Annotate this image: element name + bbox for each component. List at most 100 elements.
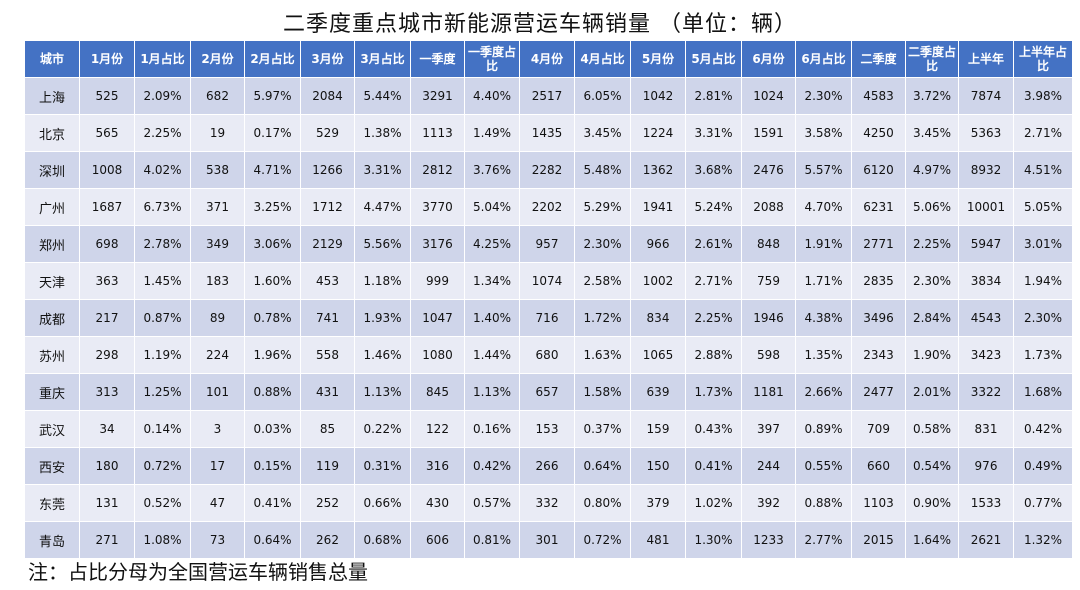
table-cell: 0.31% [354, 447, 411, 485]
table-cell: 1224 [630, 114, 686, 152]
table-cell: 1.19% [134, 336, 191, 374]
table-row: 青岛 271 1.08% 73 0.64% 262 0.68% 606 0.81% 301 0.72… [24, 521, 1073, 559]
city-cell: 东莞 [24, 484, 80, 522]
table-cell: 47 [190, 484, 245, 522]
table-cell: 848 [741, 225, 796, 263]
table-cell: 6120 [851, 151, 906, 189]
table-cell: 1.08% [134, 521, 191, 559]
table-cell: 180 [79, 447, 135, 485]
table-body: 上海 525 2.09% 682 5.97% 2084 5.44% 3291 4.40% 2517… [24, 77, 1073, 559]
table-cell: 1.63% [574, 336, 631, 374]
table-cell: 2.25% [685, 299, 742, 337]
table-row: 广州 1687 6.73% 371 3.25% 1712 4.47% 3770 5.04% 220… [24, 188, 1073, 226]
table-cell: 0.42% [1013, 410, 1073, 448]
table-cell: 4.38% [795, 299, 852, 337]
table-cell: 3770 [410, 188, 465, 226]
table-cell: 1042 [630, 77, 686, 115]
table-cell: 1074 [519, 262, 575, 300]
column-header: 二季度 [851, 40, 906, 78]
table-cell: 2.71% [685, 262, 742, 300]
table-cell: 3496 [851, 299, 906, 337]
table-cell: 0.37% [574, 410, 631, 448]
table-cell: 1.64% [905, 521, 959, 559]
table-cell: 3.31% [685, 114, 742, 152]
table-cell: 332 [519, 484, 575, 522]
table-cell: 17 [190, 447, 245, 485]
table-cell: 1.40% [464, 299, 520, 337]
table-cell: 19 [190, 114, 245, 152]
table-cell: 834 [630, 299, 686, 337]
table-cell: 3.25% [244, 188, 301, 226]
table-cell: 363 [79, 262, 135, 300]
table-cell: 1.18% [354, 262, 411, 300]
table-cell: 2.25% [905, 225, 959, 263]
table-cell: 2088 [741, 188, 796, 226]
table-cell: 313 [79, 373, 135, 411]
table-cell: 1024 [741, 77, 796, 115]
table-cell: 0.52% [134, 484, 191, 522]
table-row: 东莞 131 0.52% 47 0.41% 252 0.66% 430 0.57% 332 0.80… [24, 484, 1073, 522]
table-cell: 1533 [958, 484, 1014, 522]
table-cell: 4.25% [464, 225, 520, 263]
table-cell: 2621 [958, 521, 1014, 559]
table-cell: 5.05% [1013, 188, 1073, 226]
table-cell: 0.03% [244, 410, 301, 448]
table-cell: 5947 [958, 225, 1014, 263]
table-cell: 224 [190, 336, 245, 374]
table-cell: 529 [300, 114, 355, 152]
table-cell: 4.47% [354, 188, 411, 226]
table-cell: 1591 [741, 114, 796, 152]
table-cell: 2517 [519, 77, 575, 115]
table-cell: 2.81% [685, 77, 742, 115]
table-cell: 759 [741, 262, 796, 300]
table-cell: 89 [190, 299, 245, 337]
table-cell: 122 [410, 410, 465, 448]
table-cell: 1047 [410, 299, 465, 337]
table-cell: 0.64% [574, 447, 631, 485]
table-cell: 0.72% [574, 521, 631, 559]
table-cell: 1103 [851, 484, 906, 522]
table-cell: 831 [958, 410, 1014, 448]
column-header: 一季度 [410, 40, 465, 78]
table-cell: 298 [79, 336, 135, 374]
table-cell: 119 [300, 447, 355, 485]
column-header: 二季度占比 [905, 40, 959, 78]
city-cell: 苏州 [24, 336, 80, 374]
table-cell: 3.06% [244, 225, 301, 263]
column-header: 一季度占比 [464, 40, 520, 78]
table-cell: 0.43% [685, 410, 742, 448]
table-cell: 606 [410, 521, 465, 559]
table-cell: 4583 [851, 77, 906, 115]
table-cell: 2.84% [905, 299, 959, 337]
column-header: 城市 [24, 40, 80, 78]
table-cell: 2476 [741, 151, 796, 189]
city-cell: 深圳 [24, 151, 80, 189]
table-cell: 2.71% [1013, 114, 1073, 152]
table-cell: 150 [630, 447, 686, 485]
table-cell: 4.70% [795, 188, 852, 226]
sales-table: 城市 1月份 1月占比 2月份 2月占比 3月份 3月占比 一季度 一季度占比 4月份 4月占比 5月… [24, 40, 1073, 559]
table-cell: 4.02% [134, 151, 191, 189]
table-cell: 4543 [958, 299, 1014, 337]
table-cell: 0.64% [244, 521, 301, 559]
table-cell: 1002 [630, 262, 686, 300]
table-cell: 525 [79, 77, 135, 115]
table-cell: 698 [79, 225, 135, 263]
table-row: 成都 217 0.87% 89 0.78% 741 1.93% 1047 1.40% 716 1.7… [24, 299, 1073, 337]
city-cell: 武汉 [24, 410, 80, 448]
header-row: 城市 1月份 1月占比 2月份 2月占比 3月份 3月占比 一季度 一季度占比 4月份 4月占比 5月… [24, 40, 1073, 78]
table-cell: 1435 [519, 114, 575, 152]
table-row: 深圳 1008 4.02% 538 4.71% 1266 3.31% 2812 3.76% 228… [24, 151, 1073, 189]
table-cell: 0.66% [354, 484, 411, 522]
table-cell: 131 [79, 484, 135, 522]
table-cell: 657 [519, 373, 575, 411]
table-cell: 3291 [410, 77, 465, 115]
table-row: 郑州 698 2.78% 349 3.06% 2129 5.56% 3176 4.25% 957 2… [24, 225, 1073, 263]
table-cell: 3322 [958, 373, 1014, 411]
table-cell: 1.73% [685, 373, 742, 411]
table-cell: 5.56% [354, 225, 411, 263]
table-cell: 217 [79, 299, 135, 337]
table-cell: 0.81% [464, 521, 520, 559]
column-header: 1月占比 [134, 40, 191, 78]
table-cell: 159 [630, 410, 686, 448]
